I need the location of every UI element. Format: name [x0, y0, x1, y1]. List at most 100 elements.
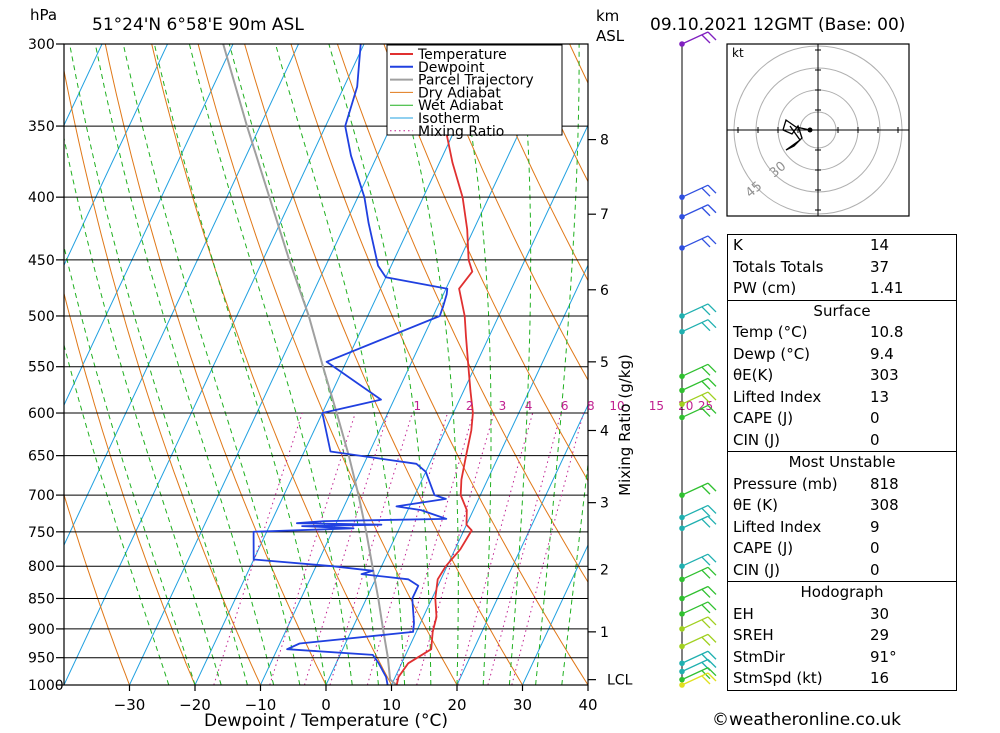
index-value: 1.41 [870, 279, 904, 297]
hodograph-trace [782, 118, 811, 151]
index-label: StmSpd (kt) [733, 669, 823, 687]
legend-label: Temperature [417, 47, 507, 63]
temp-tick-label: 20 [447, 696, 466, 714]
index-row: CAPE (J) 0 [728, 538, 956, 560]
index-row: Dewp (°C) 9.4 [728, 344, 956, 366]
isotherm-line [456, 403, 588, 685]
wet-adiabat-line [274, 44, 406, 685]
wind-level-dot [679, 643, 685, 650]
index-row: Lifted Index 9 [728, 517, 956, 539]
wind-barb [679, 391, 717, 407]
wind-level-dot [679, 595, 685, 602]
mixing-ratio-line [304, 412, 389, 685]
wind-barb [679, 566, 717, 583]
isotherm-line [390, 263, 588, 685]
index-value: 0 [870, 430, 880, 449]
index-value: 9.4 [870, 344, 894, 363]
index-value: 10.8 [870, 323, 904, 341]
dry-adiabat-line [64, 493, 130, 685]
wind-level-dot [679, 611, 685, 617]
km-tick-label: 6 [600, 283, 609, 299]
wind-barb [679, 672, 717, 688]
wind-level-dot [679, 525, 685, 532]
legend-label: Wet Adiabat [418, 98, 504, 114]
wet-adiabat-line [587, 681, 588, 685]
km-tick-label: 4 [600, 423, 609, 439]
wind-level-dot [679, 576, 685, 583]
wind-level-dot [679, 194, 685, 200]
wind-level-dot [679, 626, 685, 632]
index-value: 818 [870, 474, 899, 493]
index-row: StmSpd (kt) 16 [728, 668, 956, 690]
temp-tick-label: 30 [513, 696, 532, 714]
pressure-tick-label: 850 [28, 591, 55, 607]
pressure-tick-label: 450 [28, 253, 55, 269]
wind-level-dot [679, 41, 685, 47]
wind-barb [679, 482, 717, 498]
mixing-ratio-label: 10 [609, 399, 624, 413]
index-label: SREH [733, 626, 774, 644]
wind-level-dot [679, 387, 685, 394]
mixing-ratio-line [416, 412, 495, 685]
dry-adiabat-line [104, 44, 327, 685]
mixing-ratio-label: 4 [525, 399, 533, 413]
index-row: Pressure (mb) 818 [728, 474, 956, 496]
wind-level-dot [679, 668, 685, 675]
index-row: Temp (°C) 10.8 [728, 322, 956, 344]
wind-barb [679, 303, 717, 319]
temp-tick-label: −10 [245, 696, 277, 714]
wind-level-dot [679, 414, 685, 421]
km-tick-label: 3 [600, 496, 609, 512]
wind-level-dot [679, 328, 685, 335]
mixing-ratio-axis-label: Mixing Ratio (g/kg) [616, 354, 634, 496]
index-label: Temp (°C) [733, 323, 808, 341]
wind-level-dot [679, 213, 685, 220]
km-tick-label: 7 [600, 207, 609, 223]
date-title: 09.10.2021 12GMT (Base: 00) [650, 15, 905, 35]
legend-label: Parcel Trajectory [418, 73, 534, 89]
index-row: CAPE (J) 0 [728, 408, 956, 430]
wind-level-dot [679, 313, 685, 319]
index-row: PW (cm) 1.41 [728, 278, 956, 300]
wind-level-dot [679, 682, 685, 688]
legend-label: Mixing Ratio [418, 124, 504, 140]
index-value: 29 [870, 626, 890, 644]
index-label: CAPE (J) [733, 539, 794, 557]
wind-level-dot [679, 245, 685, 251]
isotherm-line [64, 44, 234, 407]
legend-label: Dewpoint [418, 60, 485, 76]
mixing-ratio-label: 6 [561, 399, 569, 413]
wet-adiabat-line [94, 44, 275, 685]
wet-adiabat-line [64, 343, 170, 685]
km-tick-label: 5 [600, 355, 609, 371]
wind-barb [679, 633, 717, 650]
index-value: 91° [870, 647, 897, 666]
index-label: CIN (J) [733, 430, 781, 449]
index-label: Pressure (mb) [733, 474, 838, 493]
wet-adiabat-line [64, 135, 222, 685]
isotherm-line [64, 44, 300, 547]
index-label: θE(K) [733, 366, 774, 384]
credit-text: ©weatheronline.co.uk [712, 710, 902, 730]
km-tick-label: 1 [600, 625, 609, 641]
index-row: SREH 29 [728, 625, 956, 647]
index-value: 0 [870, 409, 880, 427]
index-label: Lifted Index [733, 517, 822, 536]
wind-profile [679, 31, 717, 688]
dewpoint-line [252, 44, 449, 685]
wind-barb [679, 404, 717, 421]
pressure-tick-label: 650 [28, 449, 55, 465]
index-value: 16 [870, 669, 890, 687]
wind-barb [679, 363, 717, 380]
pressure-tick-label: 950 [28, 651, 55, 667]
temp-tick-label: −20 [179, 696, 211, 714]
wind-barb [679, 319, 717, 335]
index-value: 308 [870, 496, 899, 514]
index-label: K [733, 236, 743, 254]
indices-table: K 14 Totals Totals 37 PW (cm) 1.41 Surface Te… [727, 234, 957, 691]
pressure-tick-label: 1000 [28, 678, 64, 694]
pressure-tick-label: 550 [28, 360, 55, 376]
legend-box [386, 44, 563, 136]
index-label: CAPE (J) [733, 409, 794, 427]
